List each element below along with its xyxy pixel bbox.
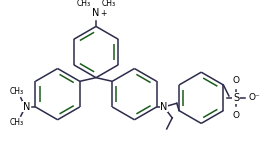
Text: N: N — [22, 102, 30, 112]
Text: O: O — [233, 111, 239, 120]
Text: N: N — [160, 102, 168, 112]
Text: CH₃: CH₃ — [10, 87, 24, 96]
Text: S: S — [233, 93, 239, 103]
Text: N: N — [92, 8, 100, 18]
Text: CH₃: CH₃ — [10, 118, 24, 127]
Text: CH₃: CH₃ — [76, 0, 90, 8]
Text: CH₃: CH₃ — [102, 0, 116, 8]
Text: O⁻: O⁻ — [249, 93, 261, 102]
Text: O: O — [233, 76, 239, 85]
Text: +: + — [101, 9, 107, 18]
